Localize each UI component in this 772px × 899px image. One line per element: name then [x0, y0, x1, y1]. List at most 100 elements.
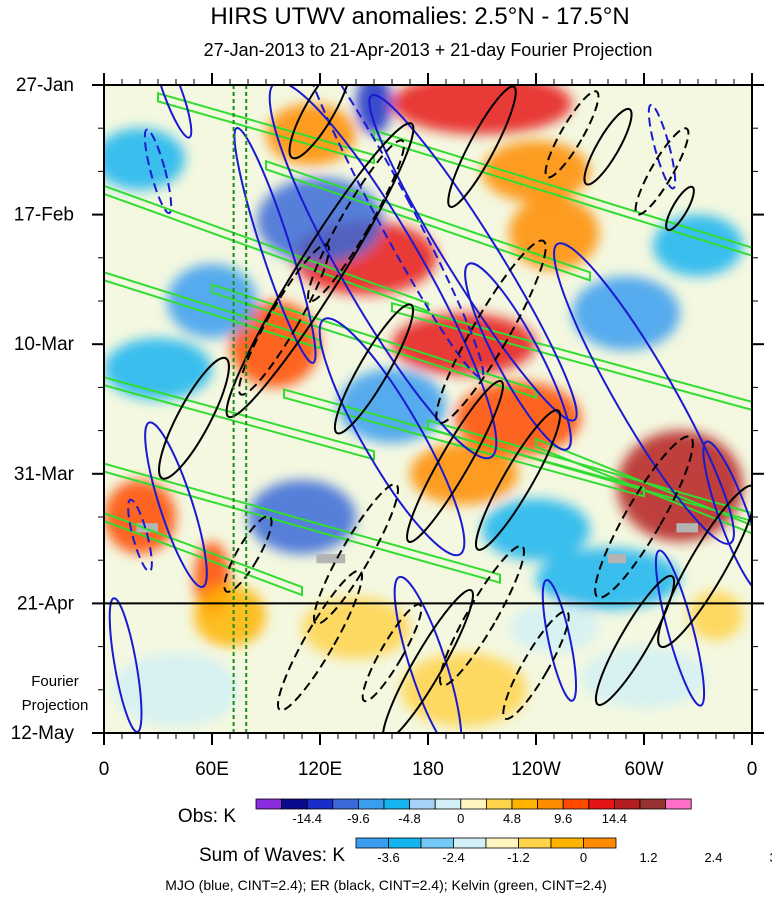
mjo-contour-3	[368, 94, 578, 422]
x-tick-label-2: 120E	[298, 759, 342, 780]
er-contour-2	[225, 122, 415, 419]
mjo-contour-11	[647, 103, 677, 190]
waves-colorbar-tick-6: 3.6	[769, 850, 772, 865]
footer-note: MJO (blue, CINT=2.4); ER (black, CINT=2.…	[165, 877, 607, 893]
er-contour-22	[502, 610, 570, 720]
er-contour-13	[634, 127, 690, 216]
obs-colorbar-swatch-8	[460, 798, 487, 810]
er-contour-3	[333, 303, 415, 435]
x-tick-label-3: 180	[412, 759, 444, 780]
obs-colorbar-swatch-15	[639, 798, 667, 810]
reference-longitude-lines	[232, 85, 248, 733]
obs-colorbar-swatch-6	[409, 798, 436, 810]
obs-colorbar-tick-2: -4.8	[398, 811, 420, 826]
anomaly-blob-11	[482, 140, 590, 203]
x-tick-label-1: 60E	[195, 759, 229, 780]
obs-colorbar: Obs: K -14.4 -9.6 -4.8 0 4.8 9.6 14.4	[178, 798, 692, 827]
obs-colorbar-swatch-16	[665, 798, 692, 810]
x-tick-label-5: 60W	[624, 759, 663, 780]
mjo-contour-1	[233, 126, 317, 364]
anomaly-blob-20	[653, 214, 743, 277]
er-contour-11	[594, 574, 676, 706]
anomaly-blob-17	[572, 276, 680, 351]
kelvin-contour-10	[104, 462, 501, 585]
anomaly-blob-2	[392, 85, 572, 135]
kelvin-contour-0	[157, 92, 375, 165]
obs-colorbar-swatch-10	[511, 798, 539, 810]
y-tick-label-0: 27-Jan	[16, 75, 74, 96]
er-contour-16	[435, 239, 547, 425]
mjo-contour-8	[143, 128, 173, 215]
mjo-contour-16	[702, 440, 752, 594]
anomaly-blob-7	[230, 301, 320, 388]
mjo-contour-6	[318, 317, 466, 557]
obs-colorbar-swatch-2	[306, 798, 334, 810]
projection-label-line2: Projection	[22, 697, 89, 714]
waves-colorbar-tick-0: -3.6	[377, 850, 399, 865]
mjo-contour-0	[152, 85, 193, 139]
x-tick-label-4: 120W	[511, 759, 561, 780]
chart-subtitle: 27-Jan-2013 to 21-Apr-2013 + 21-day Four…	[204, 40, 653, 60]
er-contour-19	[223, 515, 273, 593]
er-contour-15	[238, 243, 330, 396]
er-contour-4	[158, 356, 230, 480]
obs-colorbar-tick-6: 14.4	[602, 811, 627, 826]
kelvin-contour-5	[211, 283, 537, 399]
er-contour-14	[307, 139, 405, 303]
obs-colorbar-swatch-11	[537, 798, 564, 810]
kelvin-contour-6	[391, 301, 752, 411]
er-contour-1	[447, 85, 517, 208]
waves-colorbar-swatch-0	[355, 837, 389, 849]
obs-colorbar-swatch-7	[434, 798, 462, 810]
obs-colorbar-tick-5: 9.6	[554, 811, 572, 826]
er-contour-7	[657, 484, 752, 649]
y-tick-label-3: 31-Mar	[14, 464, 75, 485]
mjo-contour-12	[108, 597, 143, 733]
anomaly-blob-1	[392, 313, 536, 376]
er-contour-20	[276, 569, 364, 712]
obs-colorbar-tick-3: 0	[457, 811, 464, 826]
obs-colorbar-swatch-1	[281, 798, 308, 810]
waves-colorbar-tick-5: 2.4	[704, 850, 722, 865]
kelvin-contour-1	[104, 184, 429, 313]
waves-colorbar-swatch-2	[420, 837, 454, 849]
anomaly-blob-23	[302, 597, 410, 659]
waves-colorbar-swatch-5	[518, 837, 552, 849]
waves-colorbar-tick-2: -1.2	[507, 850, 529, 865]
y-tick-label-4: 21-Apr	[17, 593, 75, 614]
chart-title: HIRS UTWV anomalies: 2.5°N - 17.5°N	[210, 3, 629, 30]
anomaly-blob-19	[104, 128, 185, 190]
obs-colorbar-swatch-9	[485, 798, 513, 810]
er-contour-9	[665, 185, 695, 232]
anomaly-blob-26	[581, 646, 707, 709]
obs-colorbar-label: Obs: K	[178, 806, 236, 827]
obs-colorbar-swatch-5	[383, 798, 411, 810]
missing-data-patches	[136, 523, 698, 564]
kelvin-contour-4	[104, 271, 321, 350]
obs-colorbar-tick-4: 4.8	[503, 811, 521, 826]
er-contour-8	[583, 107, 633, 186]
missing-patch-2	[608, 554, 626, 564]
y-tick-label-2: 10-Mar	[14, 334, 75, 355]
waves-colorbar-tick-4: 1.2	[639, 850, 657, 865]
er-contour-6	[474, 409, 562, 551]
x-tick-label-0: 0	[99, 759, 110, 780]
mjo-contour-5	[144, 421, 208, 588]
projection-label-line1: Fourier	[31, 673, 79, 690]
anomaly-blob-18	[536, 547, 680, 610]
missing-patch-1	[316, 554, 346, 564]
waves-colorbar-swatch-1	[388, 837, 422, 849]
obs-colorbar-swatch-13	[588, 798, 615, 810]
er-contour-21	[438, 544, 526, 687]
anomaly-blob-13	[257, 177, 383, 264]
waves-colorbar-swatch-7	[583, 837, 617, 849]
waves-colorbar-swatch-3	[453, 837, 487, 849]
er-contour-12	[544, 90, 600, 179]
er-contour-23	[361, 603, 423, 703]
anomaly-blob-15	[338, 368, 446, 443]
missing-patch-0	[136, 523, 158, 533]
obs-colorbar-swatch-3	[332, 798, 359, 810]
mjo-contour-15	[541, 579, 578, 702]
